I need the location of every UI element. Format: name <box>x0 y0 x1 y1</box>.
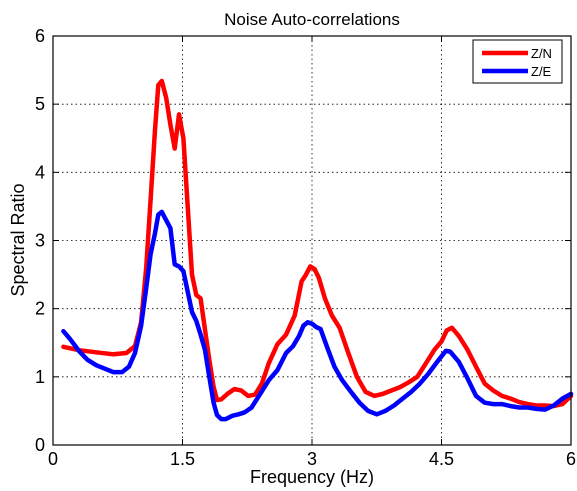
y-tick-label: 5 <box>35 94 45 114</box>
y-tick-label: 3 <box>35 231 45 251</box>
chart-title: Noise Auto-correlations <box>224 10 400 29</box>
legend-label-zn: Z/N <box>531 46 552 61</box>
grid-lines <box>53 36 571 445</box>
y-tick-label: 1 <box>35 367 45 387</box>
x-tick-label: 0 <box>48 449 58 469</box>
y-tick-label: 4 <box>35 162 45 182</box>
legend-box <box>472 39 563 84</box>
legend-label-ze: Z/E <box>531 64 552 79</box>
x-tick-label: 4.5 <box>429 449 454 469</box>
series-line-ze <box>61 209 574 422</box>
y-tick-label: 0 <box>35 435 45 455</box>
y-axis-label: Spectral Ratio <box>8 183 28 296</box>
x-axis-label: Frequency (Hz) <box>250 467 374 487</box>
x-tick-label: 6 <box>566 449 576 469</box>
x-tick-label: 1.5 <box>170 449 195 469</box>
axis-ticks: 0 1.5 3 4.5 6 0 1 2 3 4 5 6 <box>35 26 576 469</box>
legend: Z/N Z/E <box>472 39 563 84</box>
y-tick-label: 2 <box>35 299 45 319</box>
y-tick-label: 6 <box>35 26 45 46</box>
series-line-zn <box>61 78 574 409</box>
x-tick-label: 3 <box>307 449 317 469</box>
series-lines <box>61 78 574 422</box>
